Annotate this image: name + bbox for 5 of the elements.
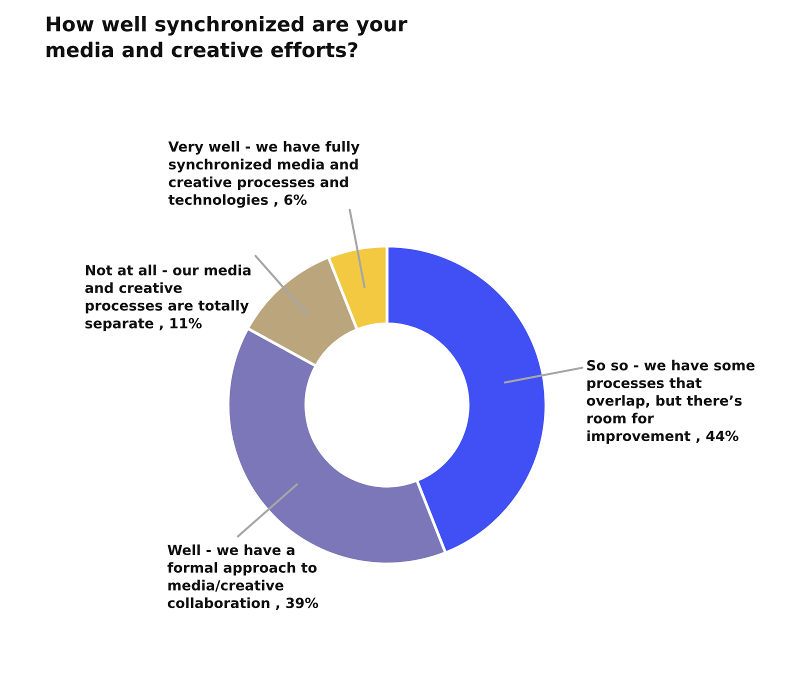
chart-title: How well synchronized are your media and creative efforts?	[46, 16, 408, 58]
slice-label: Well - we have a formal approach to media/creative collaboration , 39%	[167, 544, 318, 610]
slice-label: So so - we have some processes that overlap, but there’s room for improvement , 44%	[586, 360, 755, 444]
slice-label: Not at all - our media and creative processes are totally separate , 11%	[85, 264, 250, 332]
slice-label: Very well - we have fully synchronized media and creative processes and technologies , 6%	[168, 141, 360, 208]
